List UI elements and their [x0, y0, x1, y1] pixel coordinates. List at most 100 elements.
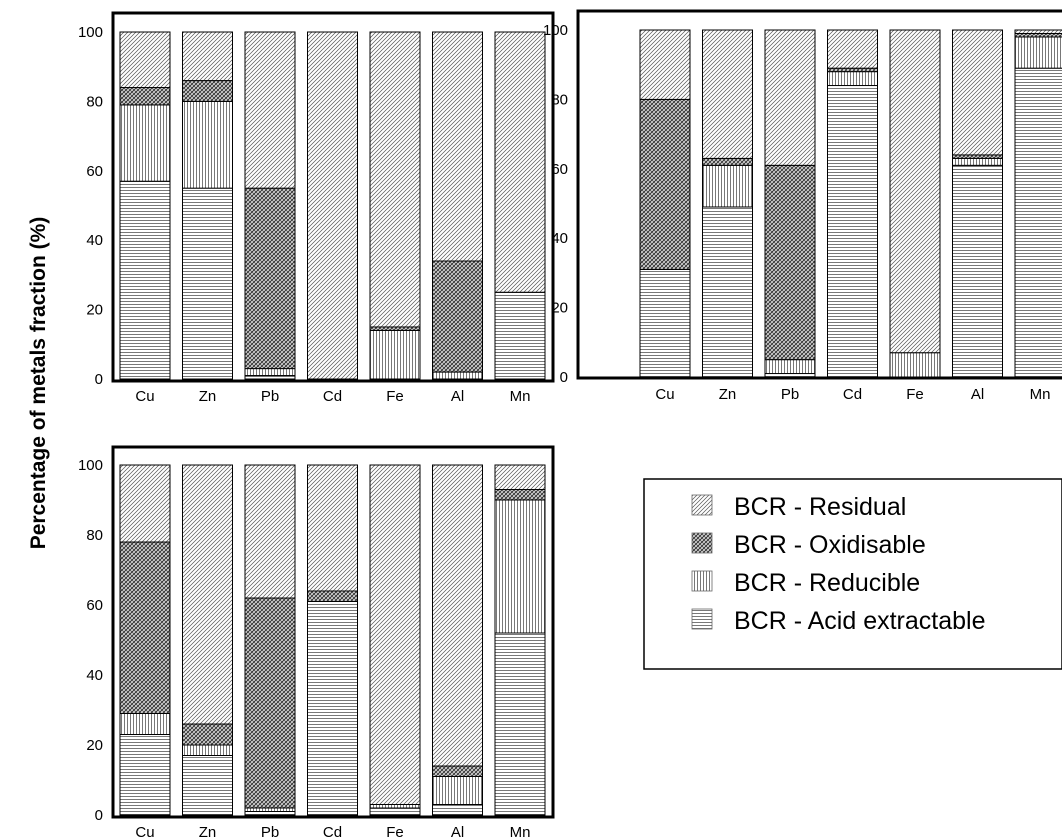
- bar-segment-cu-acid-extractable: [639, 268, 691, 378]
- bar-segment-mn-acid-extractable: [1014, 67, 1062, 378]
- bar-segment-mn-reducible: [494, 499, 546, 634]
- y-tick-label: 60: [551, 161, 568, 178]
- x-tick-label: Cu: [135, 824, 154, 838]
- bar-segment-cu-residual: [639, 29, 691, 100]
- bar-segment-al-residual: [432, 31, 483, 262]
- bar-segment-cd-residual: [307, 464, 358, 592]
- x-tick-label: Al: [451, 388, 464, 405]
- bar-segment-al-residual: [432, 464, 483, 767]
- bar-segment-zn-oxidisable: [182, 80, 233, 102]
- x-tick-label: Fe: [386, 388, 404, 405]
- x-tick-label: Mn: [510, 388, 531, 405]
- bar-segment-zn-oxidisable: [182, 723, 233, 746]
- chart-panel-3: Cu Zn Pb Cd Fe Al Mn 0 20 40 60 80 100: [78, 445, 555, 838]
- x-tick-label: Cd: [323, 824, 342, 838]
- y-tick-label: 100: [78, 24, 103, 41]
- bar-segment-mn-acid-extractable: [494, 632, 546, 816]
- bar-segment-fe-residual: [889, 29, 941, 354]
- y-tick-label: 20: [86, 302, 103, 319]
- bar-segment-cu-oxidisable: [119, 541, 171, 714]
- bar-segment-pb-reducible: [764, 359, 816, 375]
- bar-segment-al-reducible: [432, 371, 483, 380]
- y-tick-label: 60: [86, 597, 103, 614]
- bar-segment-fe-residual: [369, 464, 421, 805]
- bar-segment-pb-oxidisable: [244, 187, 296, 370]
- bar-segment-mn-residual: [494, 31, 546, 293]
- legend-swatch-oxidisable: [691, 532, 713, 554]
- plot-frame: [111, 11, 555, 383]
- bar-segment-mn-oxidisable: [1014, 32, 1062, 38]
- bar-segment-zn-residual: [702, 29, 753, 159]
- x-tick-label: Zn: [199, 824, 217, 838]
- bar-segment-fe-acid-extractable: [369, 807, 421, 816]
- bar-segment-cu-residual: [119, 31, 171, 89]
- bar-segment-pb-reducible: [244, 368, 296, 377]
- legend-swatch-reducible: [691, 570, 713, 592]
- bar-segment-mn-reducible: [1014, 36, 1062, 69]
- bar-segment-cu-reducible: [119, 713, 171, 735]
- y-tick-label: 20: [86, 737, 103, 754]
- bar-segment-cu-oxidisable: [639, 98, 691, 270]
- plot-frame: [576, 9, 1062, 380]
- x-tick-label: Pb: [781, 386, 799, 403]
- bar-segment-cu-acid-extractable: [119, 734, 171, 816]
- y-tick-label: 100: [543, 22, 568, 39]
- bar-segment-cu-acid-extractable: [119, 180, 171, 380]
- x-tick-label: Cu: [655, 386, 674, 403]
- legend-box: [643, 478, 1062, 670]
- bar-segment-cd-acid-extractable: [827, 85, 878, 378]
- bar-segment-al-acid-extractable: [432, 804, 483, 816]
- y-tick-label: 20: [551, 300, 568, 317]
- y-tick-label: 40: [86, 667, 103, 684]
- y-tick-label: 0: [560, 369, 568, 386]
- bar-segment-pb-oxidisable: [244, 597, 296, 809]
- bar-segment-zn-acid-extractable: [182, 755, 233, 816]
- y-tick-label: 0: [95, 807, 103, 824]
- x-tick-label: Zn: [199, 388, 217, 405]
- y-tick-label: 100: [78, 457, 103, 474]
- bar-segment-zn-reducible: [182, 744, 233, 756]
- x-tick-label: Mn: [510, 824, 531, 838]
- x-tick-label: Cu: [135, 388, 154, 405]
- bar-segment-pb-acid-extractable: [764, 373, 816, 378]
- bar-segment-cd-residual: [307, 31, 358, 380]
- x-tick-label: Al: [451, 824, 464, 838]
- bar-segment-al-oxidisable: [432, 765, 483, 777]
- bar-segment-al-oxidisable: [952, 154, 1003, 159]
- bar-segment-pb-reducible: [244, 807, 296, 812]
- x-tick-label: Mn: [1030, 386, 1051, 403]
- x-tick-label: Cd: [843, 386, 862, 403]
- bar-segment-cd-residual: [827, 29, 878, 69]
- x-tick-label: Pb: [261, 388, 279, 405]
- y-tick-label: 40: [551, 230, 568, 247]
- bar-segment-pb-acid-extractable: [244, 375, 296, 380]
- legend-swatch-residual: [691, 494, 713, 516]
- bar-segment-zn-reducible: [702, 164, 753, 208]
- x-tick-label: Cd: [323, 388, 342, 405]
- bar-segment-cu-reducible: [119, 104, 171, 182]
- legend-label-acid: BCR - Acid extractable: [734, 607, 986, 635]
- bar-segment-cu-residual: [119, 464, 171, 543]
- chart-panel-1: Cu Zn Pb Cd Fe Al Mn 0 20 40 60 80 100: [78, 11, 555, 405]
- bar-segment-zn-reducible: [182, 100, 233, 189]
- bar-segment-al-reducible: [432, 776, 483, 805]
- legend-label-residual: BCR - Residual: [734, 493, 906, 521]
- bar-segment-zn-residual: [182, 464, 233, 725]
- x-tick-label: Al: [971, 386, 984, 403]
- bar-segment-pb-residual: [244, 31, 296, 189]
- bar-segment-al-reducible: [952, 157, 1003, 166]
- bar-segment-al-residual: [952, 29, 1003, 156]
- y-tick-label: 80: [551, 91, 568, 108]
- bar-segment-fe-residual: [369, 31, 421, 328]
- bar-segment-cd-acid-extractable: [307, 601, 358, 816]
- y-tick-label: 0: [95, 371, 103, 388]
- plot-frame: [111, 445, 555, 819]
- bar-segment-fe-reducible: [369, 804, 421, 809]
- legend: BCR - Residual BCR - Oxidisable BCR - Redu…: [643, 478, 1062, 670]
- bar-segment-pb-residual: [764, 29, 816, 166]
- legend-label-oxidisable: BCR - Oxidisable: [734, 531, 926, 559]
- y-axis-label: Percentage of metals fraction (%): [27, 217, 50, 550]
- bar-segment-pb-residual: [244, 464, 296, 599]
- bar-segment-mn-oxidisable: [494, 489, 546, 501]
